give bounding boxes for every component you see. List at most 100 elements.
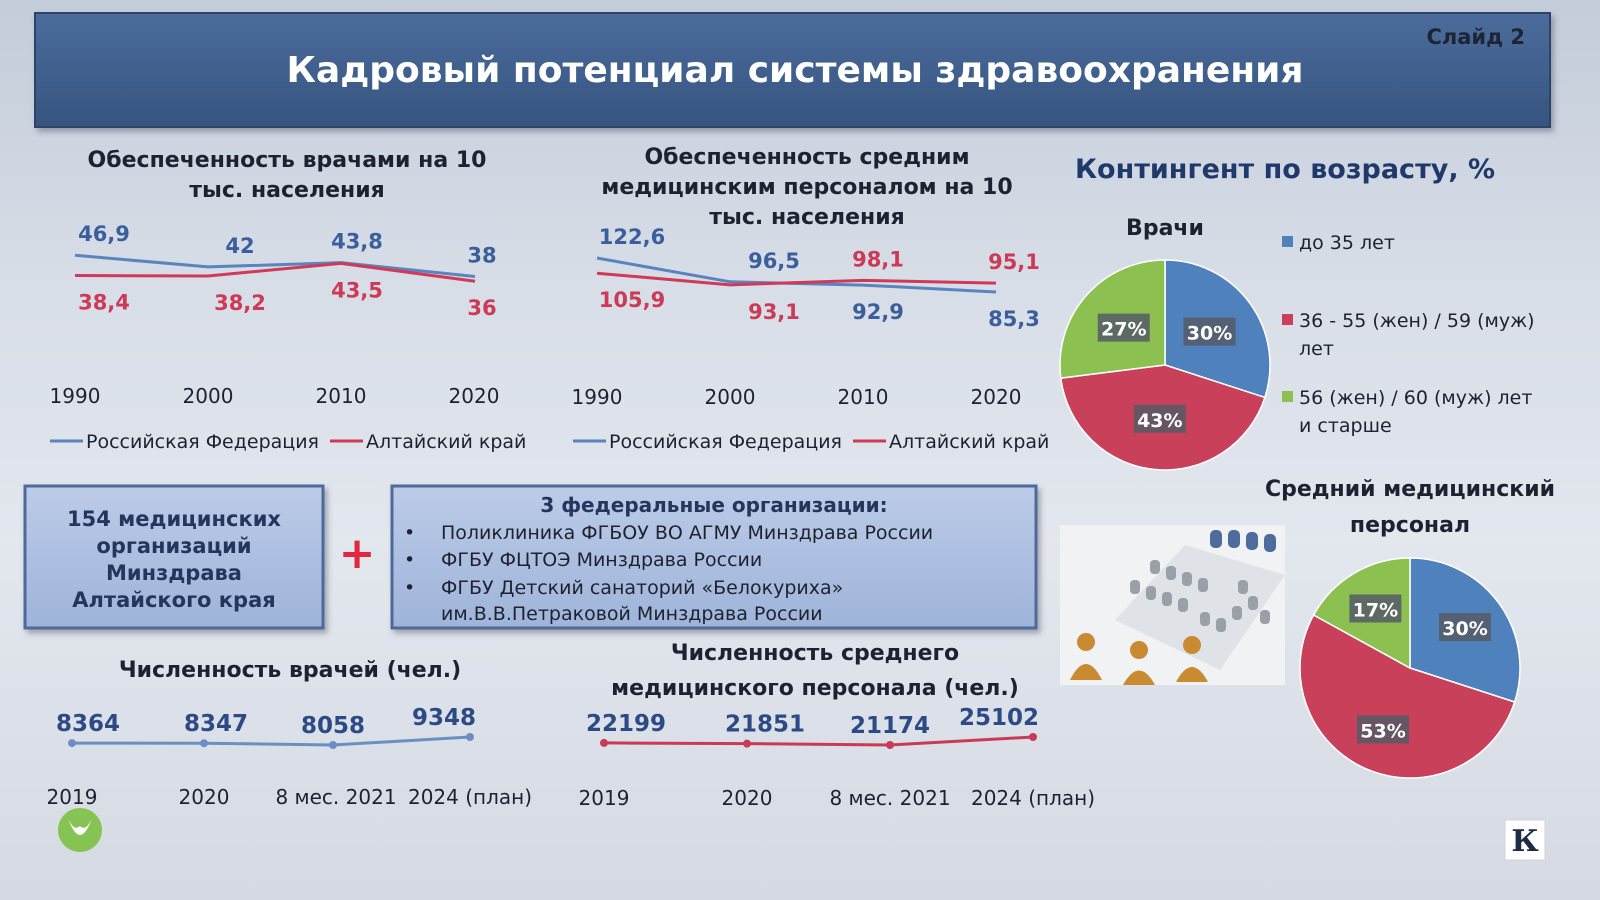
- chart2-title-line3: тыс. населения: [709, 205, 905, 230]
- data-label: 46,9: [78, 222, 130, 246]
- chart-doctors-count: 8364 8347 8058 9348 2019 2020 8 мес. 2021 2024 …: [47, 705, 532, 809]
- data-label: 96,5: [748, 249, 800, 273]
- series-line: [71, 735, 471, 747]
- slice-label-bg: [1097, 313, 1150, 342]
- data-label: 93,1: [748, 300, 800, 324]
- federal-org-3-cont: им.В.В.Петраковой Минздрава России: [441, 603, 823, 625]
- bullet-icon: •: [404, 577, 415, 599]
- chart-nurses-per-10k: 122,6 96,5 92,9 85,3 105,9 93,1 98,1 95,1 1990 20…: [572, 225, 1040, 409]
- chart3-title: Численность врачей (чел.): [119, 658, 461, 683]
- slice-label: 30%: [1187, 323, 1232, 345]
- x-tick-label: 1990: [50, 384, 101, 408]
- federal-orgs-title: 3 федеральные организации:: [540, 493, 887, 517]
- regional-orgs-line3: Минздрава: [106, 561, 242, 585]
- age-title: Контингент по возрасту, %: [1075, 154, 1495, 185]
- people-illustration: [1060, 525, 1285, 685]
- chart2-title-line1: Обеспеченность средним: [644, 145, 969, 170]
- data-label: 36: [467, 296, 496, 320]
- slice-label-bg: [1349, 594, 1402, 623]
- legend-rf-label: Российская Федерация: [609, 431, 842, 453]
- channel-logo-letter: К: [1511, 824, 1538, 859]
- data-label: 38,2: [214, 291, 266, 315]
- data-label: 43,8: [331, 230, 383, 254]
- slide-label: Слайд 2: [1426, 25, 1525, 49]
- federal-orgs-list: • Поликлиника ФГБОУ ВО АГМУ Минздрава Ро…: [404, 522, 933, 625]
- data-label: 122,6: [599, 225, 665, 249]
- page-title: Кадровый потенциал системы здравоохранен…: [286, 50, 1303, 91]
- x-tick-label: 2020: [971, 385, 1022, 409]
- regional-orgs-line4: Алтайского края: [72, 588, 275, 612]
- chart2-legend: Российская Федерация Алтайский край: [573, 431, 1049, 453]
- x-tick-label: 2010: [838, 385, 889, 409]
- slice-label: 53%: [1360, 720, 1405, 742]
- federal-org-2: ФГБУ ФЦТОЭ Минздрава России: [441, 549, 762, 571]
- series-line-altai: [74, 261, 476, 283]
- chart-doctors-per-10k: 46,9 42 43,8 38 38,4 38,2 43,5 36 1990 2000 2010 20…: [50, 222, 500, 408]
- slice-label: 43%: [1137, 410, 1182, 432]
- x-tick-label: 2020: [179, 785, 230, 809]
- data-point: [743, 739, 751, 748]
- slice-label: 30%: [1442, 618, 1487, 640]
- series-line-rf: [74, 253, 476, 278]
- emblem-icon: [58, 808, 102, 852]
- x-tick-label: 8 мес. 2021: [275, 785, 396, 809]
- illustration-floor: [1115, 545, 1285, 670]
- data-label: 85,3: [988, 307, 1040, 331]
- data-point: [329, 741, 337, 749]
- legend-36-55: 36 - 55 (жен) / 59 (муж): [1299, 310, 1535, 332]
- pie-doctors: 30% 43% 27%: [1059, 259, 1271, 471]
- x-tick-label: 2024 (план): [408, 785, 532, 809]
- legend-altai-label: Алтайский край: [889, 431, 1049, 453]
- regional-orgs-line2: организаций: [96, 534, 251, 558]
- pie-nurses: 30% 53% 17%: [1299, 557, 1521, 779]
- x-tick-label: 8 мес. 2021: [829, 786, 950, 810]
- legend-rf-label: Российская Федерация: [86, 431, 319, 453]
- data-point: [1029, 733, 1037, 741]
- data-point: [466, 733, 474, 741]
- slice-label: 17%: [1353, 599, 1398, 621]
- series-line: [603, 735, 1034, 747]
- pie1-title: Врачи: [1126, 216, 1204, 241]
- chart1-legend: Российская Федерация Алтайский край: [50, 431, 526, 453]
- slice-label: 27%: [1101, 319, 1146, 341]
- series-line-altai: [596, 271, 997, 287]
- data-label: 25102: [959, 705, 1039, 731]
- pie-slice: [1299, 613, 1516, 779]
- x-tick-label: 2020: [722, 786, 773, 810]
- legend-altai-label: Алтайский край: [366, 431, 526, 453]
- federal-org-3: ФГБУ Детский санаторий «Белокуриха»: [441, 577, 843, 599]
- age-legend: до 35 лет 36 - 55 (жен) / 59 (муж) лет 5…: [1282, 232, 1535, 437]
- chart4-title-line1: Численность среднего: [671, 641, 959, 666]
- x-tick-label: 2024 (план): [971, 786, 1095, 810]
- data-label: 43,5: [331, 278, 383, 302]
- data-label: 38: [467, 243, 496, 267]
- data-label: 8058: [301, 713, 365, 739]
- legend-under35: до 35 лет: [1299, 232, 1395, 254]
- legend-56plus: 56 (жен) / 60 (муж) лет: [1299, 387, 1532, 409]
- data-label: 98,1: [852, 247, 904, 271]
- chart4-title-line2: медицинского персонала (чел.): [611, 676, 1019, 701]
- data-label: 8347: [184, 711, 248, 737]
- x-tick-label: 2000: [705, 385, 756, 409]
- data-label: 9348: [412, 705, 476, 731]
- slice-label-bg: [1439, 613, 1492, 642]
- x-tick-label: 2019: [47, 785, 98, 809]
- data-label: 22199: [586, 711, 666, 737]
- pie2-title-line2: персонал: [1350, 513, 1470, 538]
- legend-36-55-cont: лет: [1299, 338, 1334, 360]
- header-bar: [34, 12, 1551, 128]
- data-label: 42: [225, 234, 254, 258]
- chart2-title-line2: медицинским персоналом на 10: [601, 175, 1012, 200]
- data-point: [68, 739, 76, 748]
- federal-orgs-box: [390, 484, 1038, 630]
- regional-orgs-line1: 154 медицинских: [67, 507, 281, 531]
- chart1-title-line1: Обеспеченность врачами на 10: [88, 148, 487, 173]
- legend-swatch-56plus: [1282, 391, 1293, 402]
- slice-label-bg: [1133, 404, 1186, 433]
- data-label: 8364: [56, 711, 120, 737]
- legend-swatch-36-55: [1282, 314, 1293, 325]
- slice-label-bg: [1183, 317, 1236, 346]
- data-label: 105,9: [599, 288, 665, 312]
- legend-56plus-cont: и старше: [1299, 415, 1392, 437]
- data-point: [600, 738, 608, 747]
